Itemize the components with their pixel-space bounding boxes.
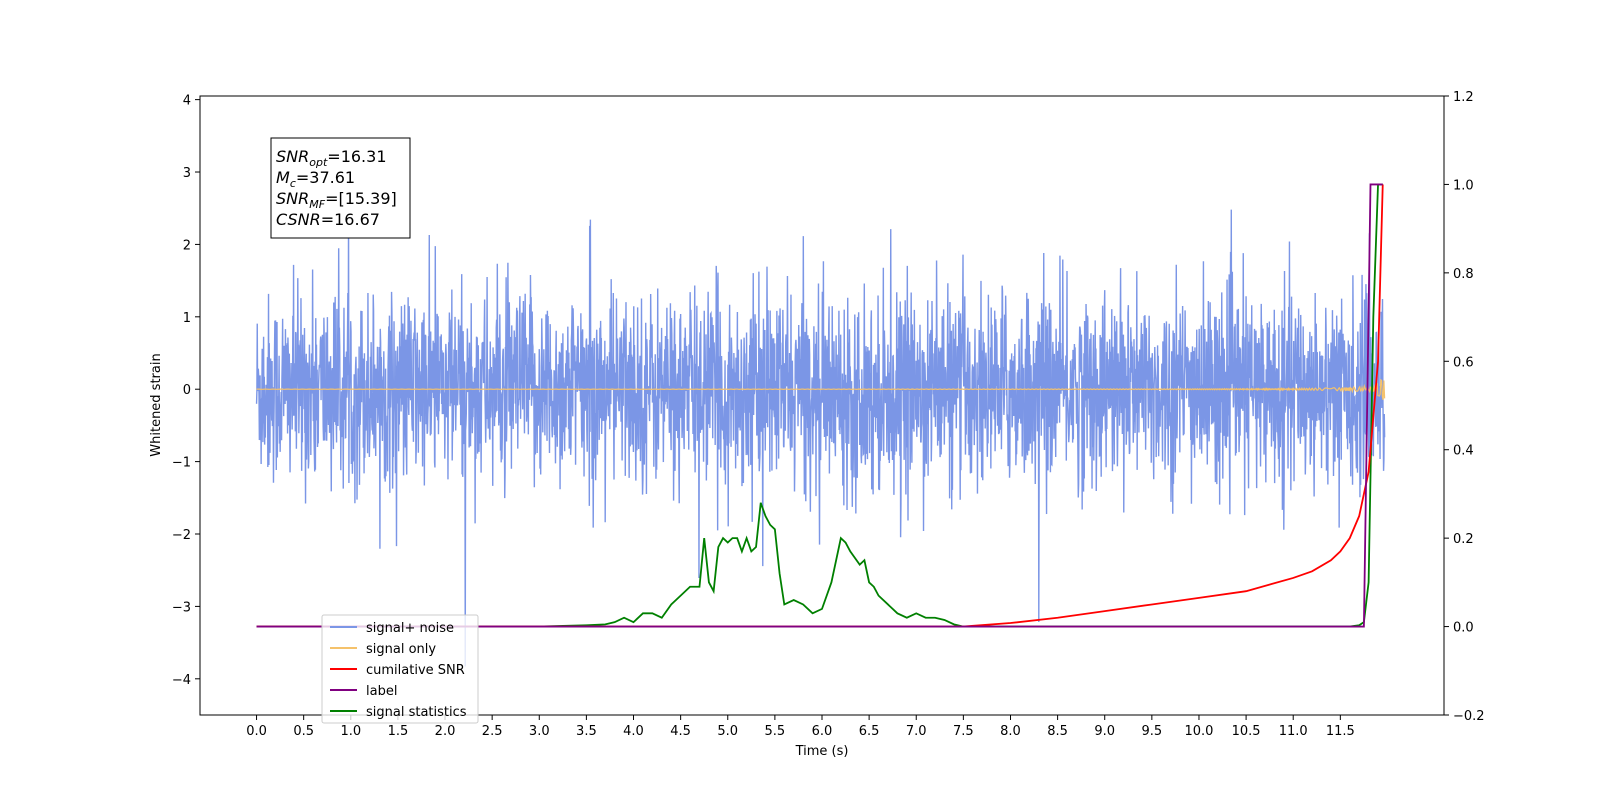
x-tick-label: 6.5 bbox=[859, 724, 880, 739]
y-right-tick-label: 1.0 bbox=[1453, 178, 1474, 193]
x-tick-label: 1.0 bbox=[340, 724, 361, 739]
legend-label: signal statistics bbox=[366, 705, 467, 720]
series-label bbox=[256, 183, 1383, 628]
y-left-tick-label: 3 bbox=[183, 166, 191, 181]
legend-label: label bbox=[366, 684, 397, 699]
x-tick-label: 4.5 bbox=[670, 724, 691, 739]
y-left-tick-label: 2 bbox=[183, 238, 191, 253]
legend-label: cumilative SNR bbox=[366, 663, 465, 678]
x-tick-label: 3.0 bbox=[529, 724, 550, 739]
x-tick-label: 0.0 bbox=[246, 724, 267, 739]
x-tick-label: 6.0 bbox=[812, 724, 833, 739]
y-right-tick-label: −0.2 bbox=[1453, 709, 1485, 724]
x-tick-label: 10.0 bbox=[1184, 724, 1213, 739]
x-tick-label: 8.0 bbox=[1000, 724, 1021, 739]
x-tick-label: 11.0 bbox=[1279, 724, 1308, 739]
legend-label: signal+ noise bbox=[366, 621, 454, 636]
x-tick-label: 5.5 bbox=[765, 724, 786, 739]
x-tick-label: 7.0 bbox=[906, 724, 927, 739]
annotation-line: CSNR=16.67 bbox=[276, 210, 380, 229]
x-tick-label: 3.5 bbox=[576, 724, 597, 739]
x-tick-label: 9.5 bbox=[1142, 724, 1163, 739]
annotation-line: SNRopt=16.31 bbox=[276, 147, 387, 169]
annotation-line: SNRMF=[15.39] bbox=[276, 189, 397, 211]
y-left-tick-label: −4 bbox=[172, 673, 191, 688]
legend: signal+ noise signal only cumilative SNR la… bbox=[321, 614, 479, 724]
series-signal-noise bbox=[255, 209, 1386, 667]
y-right-tick-label: 0.2 bbox=[1453, 532, 1474, 547]
y-right-axis: −0.2 0.0 0.2 0.4 0.6 0.8 1.0 1.2 bbox=[1444, 90, 1485, 724]
legend-label: signal only bbox=[366, 642, 436, 657]
x-tick-label: 2.5 bbox=[482, 724, 503, 739]
annotation-box: SNRopt=16.31Mc=37.61SNRMF=[15.39]CSNR=16… bbox=[270, 137, 411, 239]
x-tick-label: 11.5 bbox=[1326, 724, 1355, 739]
y-left-tick-label: −3 bbox=[172, 600, 191, 615]
x-tick-label: 1.5 bbox=[388, 724, 409, 739]
x-axis-label: Time (s) bbox=[795, 744, 849, 759]
y-left-tick-label: −1 bbox=[172, 456, 191, 471]
y-right-tick-label: 0.4 bbox=[1453, 444, 1474, 459]
y-left-axis: −4 −3 −2 −1 0 1 2 3 4 bbox=[172, 94, 200, 688]
annotation-frame bbox=[270, 137, 411, 239]
x-axis: 0.0 0.5 1.0 1.5 2.0 2.5 3.0 3.5 4.0 4.5 5.0 5.5 6.0 6… bbox=[246, 715, 1355, 739]
series-signal-only bbox=[256, 378, 1386, 400]
y-right-tick-label: 0.0 bbox=[1453, 621, 1474, 636]
y-left-tick-label: 1 bbox=[183, 311, 191, 326]
y-left-tick-label: −2 bbox=[172, 528, 191, 543]
x-tick-label: 5.0 bbox=[717, 724, 738, 739]
y-right-tick-label: 1.2 bbox=[1453, 90, 1474, 105]
y-left-tick-label: 4 bbox=[183, 94, 191, 109]
x-tick-label: 4.0 bbox=[623, 724, 644, 739]
y-right-tick-label: 0.8 bbox=[1453, 267, 1474, 282]
x-tick-label: 8.5 bbox=[1047, 724, 1068, 739]
x-tick-label: 10.5 bbox=[1232, 724, 1261, 739]
x-tick-label: 0.5 bbox=[293, 724, 314, 739]
legend-frame bbox=[321, 614, 479, 724]
x-tick-label: 2.0 bbox=[435, 724, 456, 739]
y-axis-label: Whitened strain bbox=[149, 353, 164, 456]
series-cumilative-SNR bbox=[256, 184, 1384, 628]
y-right-tick-label: 0.6 bbox=[1453, 355, 1474, 370]
annotation-line: Mc=37.61 bbox=[276, 168, 355, 190]
x-tick-label: 9.0 bbox=[1094, 724, 1115, 739]
y-left-tick-label: 0 bbox=[183, 383, 191, 398]
x-tick-label: 7.5 bbox=[953, 724, 974, 739]
